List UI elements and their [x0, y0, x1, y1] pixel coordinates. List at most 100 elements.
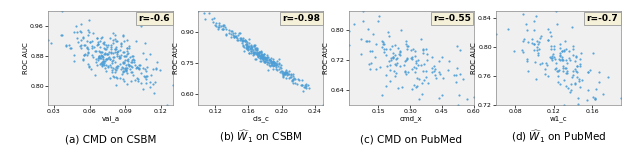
Point: [241, 43, 251, 45]
Point: [131, 76, 141, 79]
Point: [423, 82, 433, 85]
Point: [412, 60, 422, 62]
Point: [200, 18, 211, 20]
Point: [83, 33, 93, 36]
Point: [287, 78, 298, 80]
Point: [168, 84, 178, 86]
Text: r=-0.98: r=-0.98: [283, 14, 321, 23]
Point: [356, 53, 366, 55]
Point: [268, 58, 278, 60]
Point: [76, 43, 86, 46]
Point: [298, 90, 308, 92]
Point: [107, 62, 117, 64]
Point: [115, 57, 125, 59]
Point: [121, 68, 131, 71]
Point: [133, 64, 143, 66]
Point: [273, 65, 283, 68]
Point: [119, 80, 129, 82]
Point: [121, 55, 131, 58]
Point: [406, 55, 417, 58]
Point: [138, 88, 148, 91]
Point: [543, 75, 554, 77]
Point: [108, 56, 118, 58]
Point: [550, 68, 561, 70]
Point: [145, 53, 155, 56]
Point: [238, 40, 248, 42]
Point: [273, 58, 284, 61]
Point: [56, 33, 66, 36]
Point: [106, 52, 116, 55]
Point: [256, 56, 266, 59]
Point: [260, 55, 270, 58]
Text: r=-0.55: r=-0.55: [433, 14, 471, 23]
Point: [550, 10, 561, 13]
Point: [82, 39, 92, 42]
Point: [412, 85, 422, 88]
Point: [287, 80, 298, 82]
Point: [292, 83, 302, 85]
Point: [103, 43, 113, 46]
Point: [87, 47, 97, 50]
Point: [124, 64, 134, 66]
Point: [576, 52, 586, 54]
Point: [97, 57, 108, 60]
Point: [124, 65, 134, 67]
Point: [120, 55, 130, 57]
X-axis label: val_a: val_a: [101, 115, 120, 122]
Point: [155, 69, 165, 72]
Point: [93, 56, 104, 58]
Point: [557, 49, 567, 52]
Point: [392, 62, 402, 65]
Point: [100, 70, 111, 73]
Point: [568, 45, 578, 47]
Point: [568, 53, 578, 56]
Point: [559, 78, 570, 81]
Point: [103, 65, 113, 67]
Point: [397, 85, 407, 88]
Point: [258, 57, 268, 60]
Point: [529, 43, 539, 46]
Point: [250, 58, 260, 61]
Point: [96, 37, 106, 40]
Point: [141, 70, 151, 73]
Point: [133, 66, 143, 69]
Point: [257, 52, 268, 55]
Point: [531, 78, 541, 81]
Point: [106, 45, 116, 48]
Point: [265, 65, 275, 67]
Point: [256, 51, 266, 54]
Point: [208, 20, 218, 23]
Point: [547, 52, 557, 55]
Point: [572, 70, 582, 73]
Point: [547, 59, 557, 61]
Point: [385, 48, 396, 50]
Point: [249, 53, 259, 56]
Point: [252, 51, 262, 53]
Point: [540, 62, 550, 65]
Y-axis label: ROC AUC: ROC AUC: [470, 42, 477, 74]
Point: [110, 48, 120, 50]
Point: [257, 55, 267, 57]
Point: [244, 41, 255, 44]
Point: [237, 44, 248, 47]
Point: [246, 47, 257, 50]
Point: [82, 54, 92, 57]
Point: [83, 52, 93, 54]
Point: [256, 54, 266, 56]
Point: [429, 68, 440, 71]
Point: [61, 44, 72, 47]
Point: [242, 45, 252, 47]
Point: [95, 56, 106, 59]
Point: [568, 74, 578, 76]
Point: [250, 50, 260, 53]
Point: [253, 54, 263, 56]
Point: [518, 40, 529, 42]
Point: [562, 62, 572, 65]
Point: [270, 62, 280, 65]
Point: [89, 46, 99, 49]
Point: [209, 17, 219, 19]
Point: [270, 64, 280, 66]
Point: [561, 40, 571, 43]
Point: [117, 72, 127, 75]
Point: [518, 38, 529, 40]
